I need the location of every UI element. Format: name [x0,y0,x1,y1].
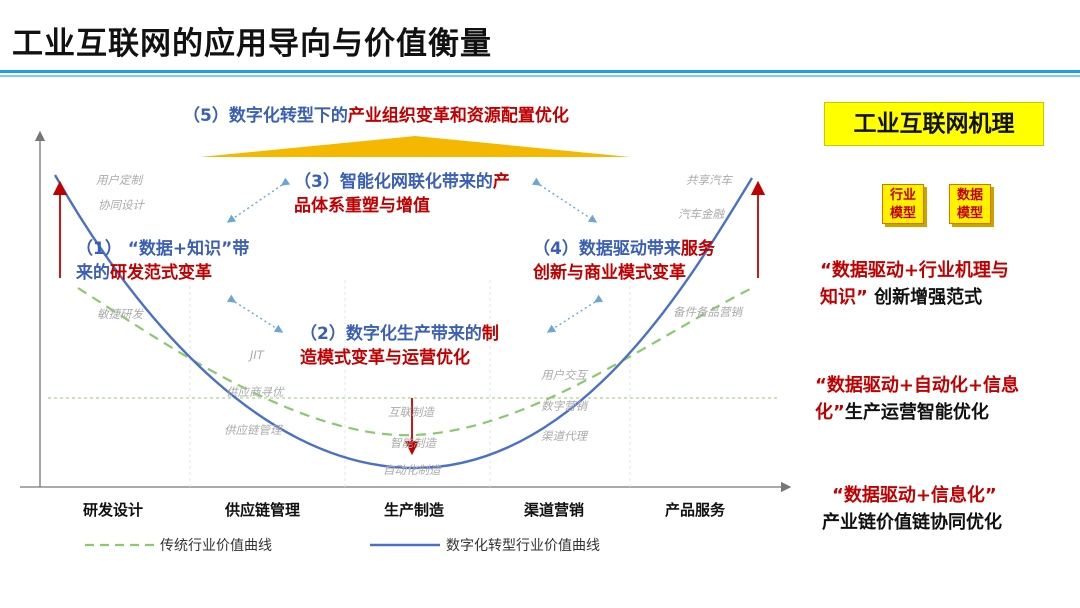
category-supply-chain: 供应链管理 [225,501,301,519]
faint-label-channel-agent: 渠道代理 [541,429,587,443]
stage4-label: （4）数据驱动带来服务 创新与商业模式变革 [533,239,715,283]
category-manufacturing: 生产制造 [384,501,445,519]
traditional-value-curve [77,287,753,437]
faint-label-jit: JIT [250,348,264,362]
faint-label-auto-finance: 汽车金融 [678,207,724,221]
title-rule [0,70,1080,73]
faint-label-user-interact: 用户交互 [541,368,587,382]
faint-label-digital-marketing: 数字营销 [541,399,587,413]
faint-label-iot-mfg: 互联制造 [388,405,434,419]
mechanism-item-3: “数据驱动+信息化” 产业链价值链协同优化 [822,485,1002,533]
stage1-label: （1） “数据+知识”带 来的研发范式变革 [76,239,250,283]
category-channel-marketing: 渠道营销 [524,501,585,519]
title-rule-light [0,75,1080,77]
industry-model-box: 行业 模型 [882,184,924,224]
faint-label-auto-mfg: 自动化制造 [383,463,441,477]
faint-label-collab-design: 协同设计 [98,198,144,212]
faint-label-car-sharing: 共享汽车 [686,173,732,187]
category-rd-design: 研发设计 [83,501,144,519]
faint-label-smart-mfg: 智能制造 [390,436,436,450]
faint-label-spare-parts: 备件备品营销 [673,305,742,319]
digital-value-curve [53,174,754,470]
connector-arrows [226,177,604,333]
data-model-box: 数据 模型 [949,184,991,224]
top-triangle [200,136,630,157]
category-product-service: 产品服务 [665,501,726,519]
legend-traditional-label: 传统行业价值曲线 [160,538,272,554]
faint-label-user-custom: 用户定制 [96,173,142,187]
stage3-label: （3）智能化网联化带来的产 品体系重塑与增值 [294,172,510,216]
stage2-label: （2）数字化生产带来的制 造模式变革与运营优化 [300,324,499,368]
value-curve-diagram [20,130,792,547]
mechanism-title: 工业互联网机理 [824,102,1044,146]
mechanism-item-2: “数据驱动+自动化+信息 化”生产运营智能优化 [815,375,1019,423]
column-separators [189,280,631,487]
legend-digital-label: 数字化转型行业价值曲线 [446,538,600,554]
faint-label-agile-rd: 敏捷研发 [97,307,143,321]
faint-label-supply-opt: 供应商寻优 [226,385,284,399]
faint-label-supply-mgmt: 供应链管理 [224,423,282,437]
page-title: 工业互联网的应用导向与价值衡量 [12,26,492,62]
stage5-label: （5）数字化转型下的产业组织变革和资源配置优化 [183,106,569,126]
mechanism-item-1: “数据驱动+行业机理与 知识” 创新增强范式 [820,260,1009,308]
